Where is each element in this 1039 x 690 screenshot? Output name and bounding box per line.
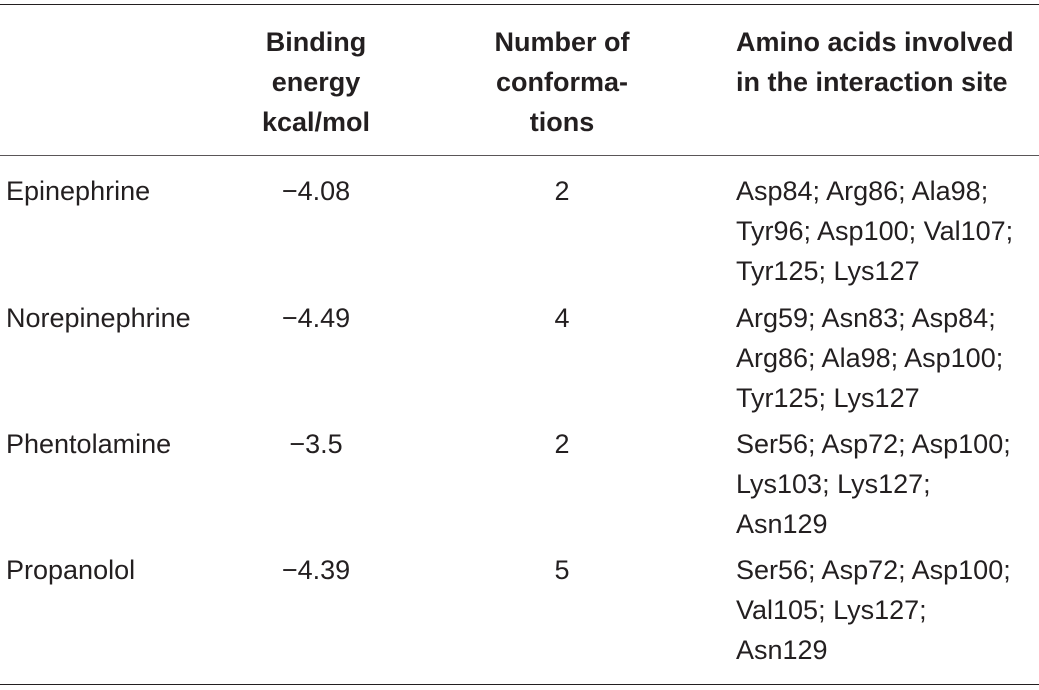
conformations-value: 4 bbox=[554, 303, 570, 333]
table-bottom-rule bbox=[0, 684, 1039, 685]
header-number-of-conformations: Number of conforma- tions bbox=[494, 27, 630, 137]
amino-acids-value: Ser56; Asp72; Asp100; Lys103; Lys127; As… bbox=[736, 429, 1011, 539]
compound-name: Epinephrine bbox=[6, 176, 151, 206]
amino-acids-value: Arg59; Asn83; Asp84; Arg86; Ala98; Asp10… bbox=[736, 303, 1004, 413]
header-binding-energy: Binding energy kcal/mol bbox=[261, 27, 371, 137]
binding-energy-value: −4.08 bbox=[281, 176, 351, 206]
compound-name: Phentolamine bbox=[6, 429, 172, 459]
compound-name: Propanolol bbox=[6, 555, 136, 585]
conformations-value: 5 bbox=[554, 555, 570, 585]
conformations-value: 2 bbox=[554, 176, 570, 206]
amino-acids-value: Asp84; Arg86; Ala98; Tyr96; Asp100; Val1… bbox=[736, 176, 1014, 286]
binding-energy-value: −4.39 bbox=[281, 555, 351, 585]
amino-acids-value: Ser56; Asp72; Asp100; Val105; Lys127; As… bbox=[736, 555, 1011, 665]
conformations-value: 2 bbox=[554, 429, 570, 459]
table-top-rule bbox=[0, 4, 1039, 5]
compound-name: Norepinephrine bbox=[6, 303, 191, 333]
header-amino-acids: Amino acids involved in the interaction … bbox=[736, 27, 1014, 97]
binding-energy-value: −3.5 bbox=[289, 429, 343, 459]
binding-energy-value: −4.49 bbox=[281, 303, 351, 333]
header-divider-rule bbox=[0, 155, 1039, 156]
